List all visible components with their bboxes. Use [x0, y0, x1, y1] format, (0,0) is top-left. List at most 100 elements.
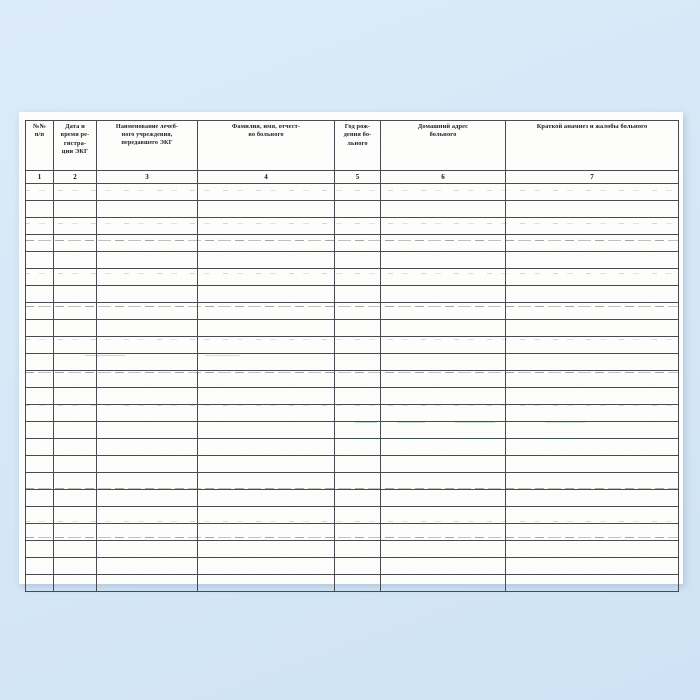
table-cell[interactable]	[505, 319, 679, 337]
table-cell[interactable]	[53, 404, 97, 422]
table-cell[interactable]	[380, 200, 506, 218]
table-cell[interactable]	[25, 183, 54, 201]
table-cell[interactable]	[197, 370, 335, 388]
table-cell[interactable]	[380, 353, 506, 371]
table-cell[interactable]	[505, 251, 679, 269]
table-cell[interactable]	[380, 268, 506, 286]
table-cell[interactable]	[505, 268, 679, 286]
table-cell[interactable]	[96, 353, 198, 371]
table-cell[interactable]	[197, 302, 335, 320]
table-cell[interactable]	[25, 455, 54, 473]
table-cell[interactable]	[96, 319, 198, 337]
table-cell[interactable]	[505, 506, 679, 524]
table-cell[interactable]	[197, 506, 335, 524]
table-cell[interactable]	[380, 251, 506, 269]
table-cell[interactable]	[197, 268, 335, 286]
table-cell[interactable]	[380, 540, 506, 558]
table-cell[interactable]	[96, 438, 198, 456]
table-cell[interactable]	[25, 370, 54, 388]
table-cell[interactable]	[505, 421, 679, 439]
table-cell[interactable]	[96, 472, 198, 490]
table-cell[interactable]	[53, 217, 97, 235]
table-cell[interactable]	[334, 574, 381, 592]
table-cell[interactable]	[505, 455, 679, 473]
table-cell[interactable]	[334, 200, 381, 218]
table-row[interactable]	[25, 217, 679, 235]
table-cell[interactable]	[380, 302, 506, 320]
table-cell[interactable]	[25, 268, 54, 286]
table-cell[interactable]	[25, 557, 54, 575]
table-cell[interactable]	[334, 353, 381, 371]
table-row[interactable]	[25, 387, 679, 405]
table-cell[interactable]	[25, 353, 54, 371]
table-row[interactable]	[25, 370, 679, 388]
table-row[interactable]	[25, 404, 679, 422]
table-cell[interactable]	[197, 217, 335, 235]
table-cell[interactable]	[25, 319, 54, 337]
table-cell[interactable]	[25, 234, 54, 252]
table-cell[interactable]	[197, 540, 335, 558]
table-cell[interactable]	[53, 523, 97, 541]
table-cell[interactable]	[53, 421, 97, 439]
table-cell[interactable]	[25, 421, 54, 439]
table-cell[interactable]	[380, 387, 506, 405]
table-cell[interactable]	[25, 489, 54, 507]
table-cell[interactable]	[96, 523, 198, 541]
table-cell[interactable]	[334, 489, 381, 507]
table-cell[interactable]	[53, 455, 97, 473]
table-cell[interactable]	[505, 489, 679, 507]
table-cell[interactable]	[197, 523, 335, 541]
table-row[interactable]	[25, 353, 679, 371]
table-cell[interactable]	[25, 404, 54, 422]
table-cell[interactable]	[53, 387, 97, 405]
table-cell[interactable]	[380, 438, 506, 456]
table-cell[interactable]	[334, 285, 381, 303]
table-cell[interactable]	[25, 472, 54, 490]
table-cell[interactable]	[25, 506, 54, 524]
table-cell[interactable]	[25, 336, 54, 354]
table-cell[interactable]	[96, 506, 198, 524]
table-row[interactable]	[25, 540, 679, 558]
table-cell[interactable]	[53, 302, 97, 320]
table-cell[interactable]	[380, 217, 506, 235]
table-cell[interactable]	[505, 438, 679, 456]
table-cell[interactable]	[25, 438, 54, 456]
table-cell[interactable]	[96, 557, 198, 575]
table-cell[interactable]	[25, 302, 54, 320]
table-cell[interactable]	[505, 387, 679, 405]
table-cell[interactable]	[53, 438, 97, 456]
table-cell[interactable]	[96, 336, 198, 354]
table-cell[interactable]	[334, 421, 381, 439]
table-cell[interactable]	[380, 336, 506, 354]
table-cell[interactable]	[505, 557, 679, 575]
table-cell[interactable]	[53, 234, 97, 252]
table-cell[interactable]	[334, 523, 381, 541]
table-cell[interactable]	[25, 200, 54, 218]
table-row[interactable]	[25, 438, 679, 456]
table-cell[interactable]	[505, 574, 679, 592]
table-cell[interactable]	[334, 404, 381, 422]
table-cell[interactable]	[380, 319, 506, 337]
table-cell[interactable]	[197, 557, 335, 575]
table-cell[interactable]	[25, 574, 54, 592]
table-cell[interactable]	[334, 302, 381, 320]
table-cell[interactable]	[334, 540, 381, 558]
table-cell[interactable]	[380, 574, 506, 592]
table-cell[interactable]	[96, 183, 198, 201]
table-cell[interactable]	[197, 285, 335, 303]
table-cell[interactable]	[334, 183, 381, 201]
table-row[interactable]	[25, 472, 679, 490]
table-cell[interactable]	[53, 319, 97, 337]
table-row[interactable]	[25, 285, 679, 303]
table-cell[interactable]	[53, 540, 97, 558]
table-cell[interactable]	[334, 506, 381, 524]
table-row[interactable]	[25, 574, 679, 592]
table-cell[interactable]	[197, 234, 335, 252]
table-cell[interactable]	[96, 200, 198, 218]
table-cell[interactable]	[197, 455, 335, 473]
table-cell[interactable]	[505, 472, 679, 490]
table-cell[interactable]	[25, 387, 54, 405]
table-cell[interactable]	[96, 370, 198, 388]
table-cell[interactable]	[197, 421, 335, 439]
table-cell[interactable]	[505, 302, 679, 320]
